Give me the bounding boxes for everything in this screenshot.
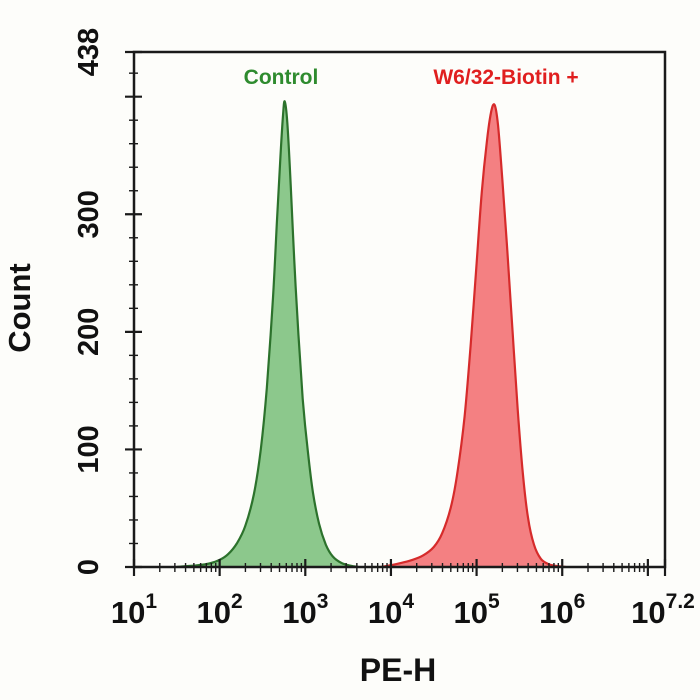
treated-curve-outline: [380, 103, 566, 567]
control-curve-fill: [176, 101, 359, 567]
y-tick-label: 100: [73, 425, 105, 473]
treated-series-label: W6/32-Biotin +: [433, 66, 578, 89]
control-series-label: Control: [244, 66, 319, 89]
y-tick-label: 200: [73, 308, 105, 356]
x-tick-label: 103: [282, 590, 328, 630]
axis-ticks: [125, 50, 667, 576]
control-curve-outline: [176, 100, 359, 567]
y-tick-label: 438: [73, 28, 105, 76]
plot-border: [132, 50, 667, 569]
y-axis-title: Count: [2, 263, 37, 353]
x-axis-title: PE-H: [360, 652, 436, 688]
histogram-curves: [176, 100, 566, 567]
x-tick-label: 105: [453, 590, 499, 630]
y-tick-label: 0: [73, 559, 105, 575]
y-tick-label: 300: [73, 190, 105, 238]
x-tick-label: 102: [197, 590, 243, 630]
tick-labels: 0 100 200 300 438 101 102 103 104 105 106 107.2: [73, 28, 695, 630]
x-tick-label: 107.2: [631, 590, 695, 630]
x-tick-label: 106: [539, 590, 585, 630]
treated-curve-fill: [380, 104, 566, 567]
x-tick-label: 104: [368, 590, 414, 630]
x-tick-label: 101: [111, 590, 157, 630]
